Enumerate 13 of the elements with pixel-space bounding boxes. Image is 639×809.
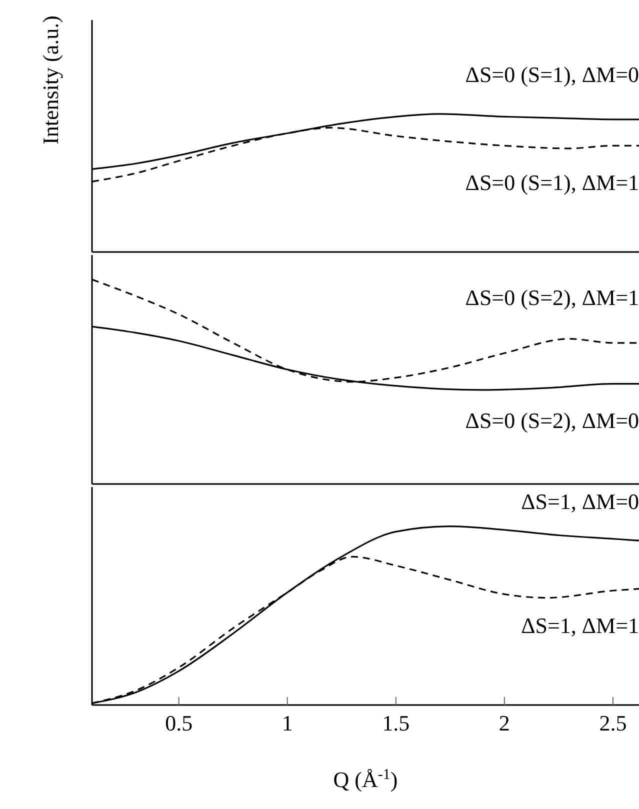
- series-label: ΔS=0 (S=2), ΔM=1: [465, 285, 639, 312]
- x-tick-label: 0.5: [165, 710, 193, 736]
- series-label: ΔS=0 (S=1), ΔM=1: [465, 170, 639, 196]
- x-tick-label: 1: [282, 710, 293, 736]
- x-tick-label: 1.5: [382, 710, 410, 736]
- x-tick-label: 2.5: [599, 710, 627, 736]
- series-label: ΔS=1, ΔM=0: [521, 489, 639, 515]
- x-axis-title: Q (Å$^{-1}$): [333, 767, 398, 792]
- series-label: ΔS=0 (S=2), ΔM=0: [465, 408, 639, 434]
- x-tick-label: 2: [498, 710, 510, 736]
- y-axis-title: Intensity (a.u.): [38, 16, 63, 144]
- series-label: ΔS=1, ΔM=1: [521, 612, 639, 639]
- series-label: ΔS=0 (S=1), ΔM=0: [465, 62, 639, 88]
